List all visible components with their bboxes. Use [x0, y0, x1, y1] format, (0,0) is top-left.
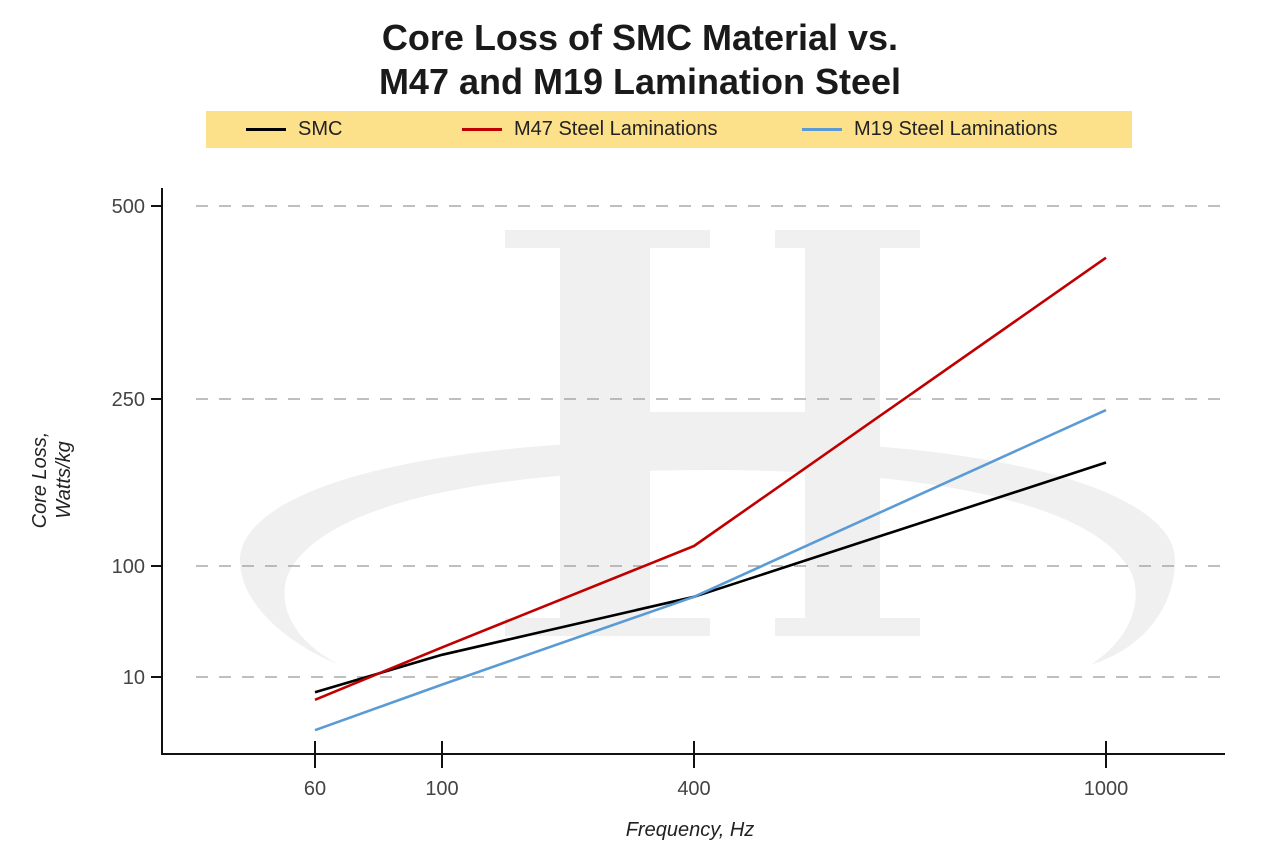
legend: SMC M47 Steel Laminations M19 Steel Lami…	[206, 111, 1132, 148]
y-axis-label-line-2: Watts/kg	[53, 441, 75, 518]
y-axis-label-line-1: Core Loss,	[29, 432, 51, 529]
legend-swatch-m19	[802, 128, 842, 131]
x-tick-label: 60	[304, 778, 326, 800]
series-line-smc	[314, 461, 1107, 694]
x-axis-label: Frequency, Hz	[626, 819, 755, 841]
x-tick-label: 100	[425, 778, 458, 800]
series-line-m47-steel-laminations	[314, 256, 1107, 702]
y-tick-label: 250	[112, 389, 145, 411]
x-tick-label: 400	[677, 778, 710, 800]
title-line-2: M47 and M19 Lamination Steel	[378, 61, 902, 102]
legend-swatch-m47	[462, 128, 502, 131]
legend-label: M19 Steel Laminations	[854, 118, 1058, 140]
legend-label: SMC	[298, 118, 343, 140]
title-line-1: Core Loss of SMC Material vs.	[381, 17, 899, 58]
legend-item-m47: M47 Steel Laminations	[462, 111, 717, 148]
series-line-m19-steel-laminations	[314, 408, 1107, 732]
x-tick-label: 1000	[1084, 778, 1129, 800]
legend-label: M47 Steel Laminations	[514, 118, 718, 140]
legend-item-m19: M19 Steel Laminations	[802, 111, 1057, 148]
y-tick-label: 10	[123, 667, 145, 689]
y-tick-label: 100	[112, 556, 145, 578]
legend-swatch-smc	[246, 128, 286, 131]
chart-title: Core Loss of SMC Material vs. M47 and M1…	[0, 16, 1280, 104]
y-tick-label: 500	[112, 196, 145, 218]
watermark-logo	[240, 230, 1175, 665]
legend-item-smc: SMC	[246, 111, 342, 148]
